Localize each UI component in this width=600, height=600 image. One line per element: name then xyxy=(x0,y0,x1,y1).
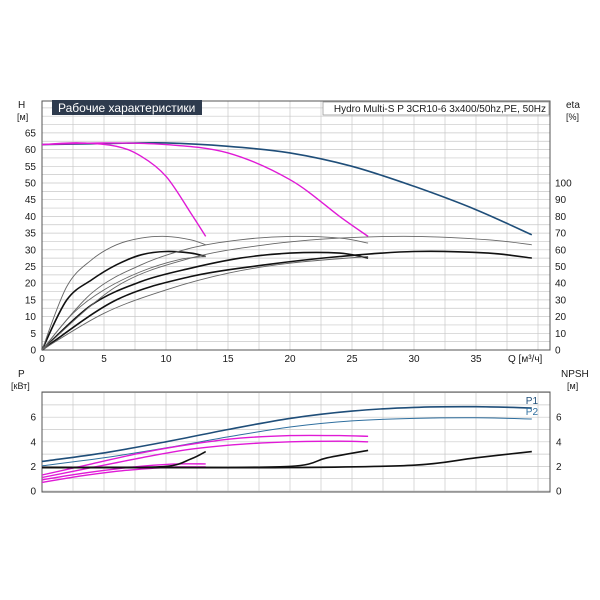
efficiency-curve xyxy=(41,256,206,351)
y-right-tick-label: 90 xyxy=(555,195,567,206)
series-label-p1: P1 xyxy=(526,396,539,407)
y-left-tick-label: 30 xyxy=(25,245,37,256)
power-curve xyxy=(41,434,369,476)
y-right-tick-label: 50 xyxy=(555,262,567,273)
chart-title: Рабочие характеристики xyxy=(58,101,195,115)
y-right-tick-label: 2 xyxy=(556,462,562,473)
y-left-tick-label: 55 xyxy=(25,162,37,173)
y-right-tick-label: 40 xyxy=(555,279,567,290)
bottom-tick-labels: 0 2 4 6 0 2 4 6 xyxy=(30,413,562,498)
y-right-tick-label: 20 xyxy=(555,312,567,323)
y-right-label-top: eta xyxy=(566,100,580,111)
efficiency-curve xyxy=(41,235,369,351)
y-left-tick-label: 45 xyxy=(25,195,37,206)
y-left-label-bottom: P xyxy=(18,369,25,380)
x-axis-label: Q [м³/ч] xyxy=(508,354,543,365)
top-frame xyxy=(41,100,551,351)
y-left-tick-label: 6 xyxy=(30,413,36,424)
efficiency-curve xyxy=(41,235,532,351)
y-left-tick-label: 65 xyxy=(25,128,37,139)
y-left-tick-label: 10 xyxy=(25,312,37,323)
y-right-tick-label: 100 xyxy=(555,179,572,190)
efficiency-curve xyxy=(41,235,206,351)
y-left-tick-label: 0 xyxy=(30,487,36,498)
x-tick-label: 15 xyxy=(222,354,234,365)
x-tick-label: 10 xyxy=(160,354,172,365)
efficiency-curve xyxy=(41,256,369,351)
y-left-tick-label: 40 xyxy=(25,212,37,223)
y-right-tick-label: 6 xyxy=(556,413,562,424)
y-left-tick-label: 4 xyxy=(30,437,36,448)
y-left-tick-label: 60 xyxy=(25,145,37,156)
y-left-tick-label: 35 xyxy=(25,229,37,240)
y-right-tick-label: 10 xyxy=(555,329,567,340)
top-series-group xyxy=(41,141,533,351)
y-right-tick-label: 30 xyxy=(555,295,567,306)
y-left-tick-label: 0 xyxy=(30,346,36,357)
y-right-tick-label: 4 xyxy=(556,437,562,448)
y-left-tick-label: 5 xyxy=(30,329,36,340)
bottom-frame xyxy=(41,391,551,493)
y-left-unit-top: [м] xyxy=(17,112,28,122)
y-right-unit-bottom: [м] xyxy=(567,381,578,391)
y-left-tick-label: 25 xyxy=(25,262,37,273)
y-right-tick-label: 80 xyxy=(555,212,567,223)
y-right-tick-label: 60 xyxy=(555,245,567,256)
x-tick-label: 25 xyxy=(346,354,358,365)
model-box xyxy=(322,101,550,116)
npsh-curve xyxy=(42,450,532,469)
y-right-tick-label: 0 xyxy=(556,487,562,498)
y-right-tick-label: 0 xyxy=(555,346,561,357)
y-left-tick-label: 20 xyxy=(25,279,37,290)
power-curve-p2 xyxy=(41,417,532,467)
x-tick-label: 0 xyxy=(39,354,45,365)
top-tick-labels: 0 5 10 15 20 25 30 35 0 5 10 15 20 25 30 35 40 45 50 55 60 65… xyxy=(25,128,572,365)
efficiency-curve xyxy=(41,250,532,351)
y-right-unit-top: [%] xyxy=(566,112,579,122)
x-tick-label: 35 xyxy=(470,354,482,365)
x-tick-label: 30 xyxy=(408,354,420,365)
power-curve xyxy=(41,440,369,479)
series-label-p2: P2 xyxy=(526,407,539,418)
y-right-label-bottom: NPSH xyxy=(561,369,589,380)
efficiency-curve xyxy=(41,250,206,351)
head-curve xyxy=(41,142,369,237)
y-left-tick-label: 50 xyxy=(25,179,37,190)
model-label: Hydro Multi-S P 3CR10-6 3x400/50hz,PE, 5… xyxy=(334,104,546,115)
y-left-unit-bottom: [кВт] xyxy=(11,381,30,391)
power-curve-p1 xyxy=(41,405,532,463)
y-right-tick-label: 70 xyxy=(555,229,567,240)
y-left-label-top: H xyxy=(18,100,25,111)
characteristics-panel: 0 5 10 15 20 25 30 35 0 5 10 15 20 25 30 35 40 45 50 55 60 65… xyxy=(17,100,580,365)
x-tick-label: 20 xyxy=(284,354,296,365)
title-background xyxy=(52,100,202,115)
y-left-tick-label: 2 xyxy=(30,462,36,473)
y-left-tick-label: 15 xyxy=(25,295,37,306)
x-tick-label: 5 xyxy=(101,354,107,365)
